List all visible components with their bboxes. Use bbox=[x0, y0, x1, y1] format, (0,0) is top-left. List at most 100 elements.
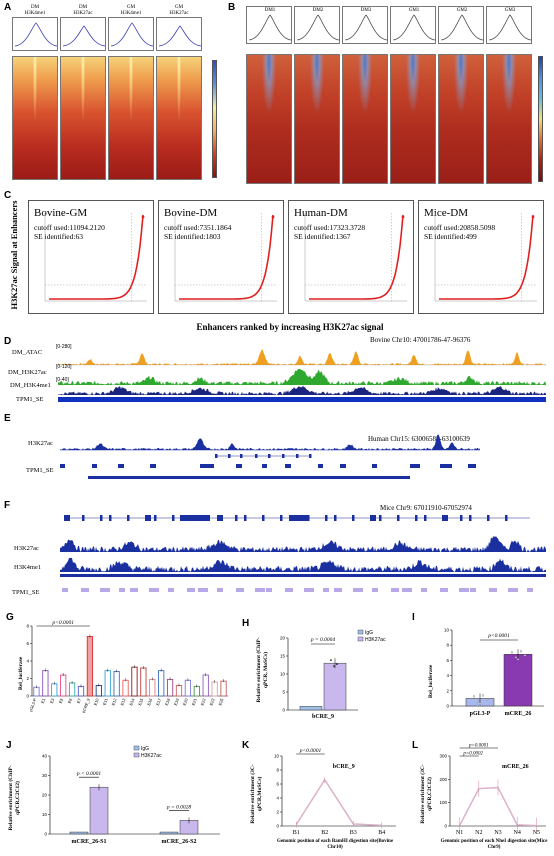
panel-f-se-block-20 bbox=[402, 588, 412, 592]
panel-f-se-block-4 bbox=[130, 588, 138, 592]
panel-g-bar-7 bbox=[95, 685, 102, 697]
panel-f-se-block-6 bbox=[168, 588, 174, 592]
panel-c-curve-svg-1 bbox=[174, 213, 277, 302]
panel-g-bar-3 bbox=[60, 674, 67, 697]
panel-e-se-block-0 bbox=[60, 464, 65, 468]
panel-f-exon-23 bbox=[415, 515, 418, 521]
panel-h-ytick-label-4: 20 bbox=[280, 636, 286, 641]
panel-k-ytick-label-4: 8 bbox=[276, 768, 279, 773]
panel-g-xtick-label-5: E7 bbox=[76, 697, 83, 704]
panel-b-heatmap-4 bbox=[438, 54, 484, 184]
panel-f-exon-15 bbox=[289, 515, 295, 521]
panel-k-pvalue: p<0.0001 bbox=[299, 748, 322, 754]
panel-f-exon-12 bbox=[244, 515, 247, 521]
panel-d-region: Bovine Chr10: 47001786-47-96376 bbox=[370, 336, 471, 344]
panel-h-pvalue: p = 0.0004 bbox=[310, 636, 336, 643]
panel-g-bar-1 bbox=[42, 670, 49, 697]
panel-g-xtick-label-16: E19 bbox=[173, 697, 180, 706]
panel-f-se-block-3 bbox=[119, 588, 125, 592]
panel-e-h3k27ac-signal bbox=[60, 434, 480, 450]
panel-f-se-block-13 bbox=[285, 588, 293, 592]
panel-a-colorbar bbox=[212, 60, 217, 178]
panel-f-se-block-15 bbox=[323, 588, 329, 592]
panel-b-profile-curve-5 bbox=[488, 14, 532, 41]
panel-f-h3k4me1-signal bbox=[60, 558, 546, 572]
panel-g-bar-10 bbox=[122, 679, 129, 697]
panel-e-se-block-12 bbox=[440, 464, 452, 468]
panel-c-plot-title: Human-DM bbox=[294, 207, 348, 219]
panel-a-col-line2: H3K4me1 bbox=[24, 10, 46, 16]
panel-c-plot-0: Bovine-GM cutoff used:11094.2120 SE identi… bbox=[28, 200, 154, 314]
panel-g-xtick-label-11: E14 bbox=[128, 697, 135, 706]
panel-a-profile-0 bbox=[12, 17, 58, 51]
panel-g-xtick-label-18: E21 bbox=[191, 697, 198, 706]
panel-a-col-line1: DM bbox=[78, 5, 88, 10]
panel-l-ytick-label-3: 300 bbox=[439, 754, 447, 759]
panel-j-legend-igg-swatch bbox=[133, 745, 140, 751]
panel-c-plot-se: SE identified:1803 bbox=[164, 232, 221, 241]
panel-f-se-block-7 bbox=[187, 588, 195, 592]
panel-k-xtick-label-3: B4 bbox=[378, 830, 385, 836]
panel-f-se-block-2 bbox=[100, 588, 110, 592]
panel-b-profile-curve-1 bbox=[296, 14, 340, 41]
panel-f-exon-11 bbox=[235, 515, 238, 521]
panel-g-xtick-label-9: E12 bbox=[110, 697, 117, 706]
panel-g-xtick-label-6: bCRE_9 bbox=[81, 697, 91, 714]
panel-g-bar-5 bbox=[77, 685, 85, 697]
panel-g-ytick-label-3: 6 bbox=[26, 641, 29, 646]
panel-g-bar-0 bbox=[33, 686, 40, 697]
panel-f-track-h3k27ac: H3K27ac bbox=[14, 545, 39, 552]
panel-j-ytick-label-3: 30 bbox=[42, 773, 48, 778]
panel-h-legend-h3k27ac: H3K27ac bbox=[365, 637, 386, 643]
panel-c-plot-3: Mice-DM cutoff used:20858.5098 SE identifi… bbox=[418, 200, 544, 314]
panel-d-track-h3k4me1: DM_H3K4me1 bbox=[10, 382, 51, 389]
panel-k-xtick-label-2: B3 bbox=[350, 830, 357, 836]
panel-f-se-block-21 bbox=[421, 588, 427, 592]
panel-b-column-title-3: GM1 bbox=[408, 8, 420, 13]
panel-i-point-0-4 bbox=[478, 702, 482, 705]
panel-l-pvalue-2: p=0.0002 bbox=[462, 752, 483, 757]
panel-b-column-title-5: GM3 bbox=[504, 8, 516, 13]
panel-a-profile-curve-0 bbox=[14, 22, 58, 47]
panel-g-pvalue: p<0.0001 bbox=[51, 620, 74, 626]
panel-c-plot-cutoff: cutoff used:20858.5098 bbox=[424, 223, 496, 232]
panel-f-tracks bbox=[60, 515, 546, 592]
panel-h-ytick-label-1: 5 bbox=[282, 690, 285, 695]
panel-g-xtick-label-13: E16 bbox=[146, 697, 153, 706]
panel-f-exon-27 bbox=[469, 515, 472, 521]
panel-h-legend-igg: IgG bbox=[365, 630, 373, 636]
panel-i-chart: 0 2 4 6 8 10 pGL3-P mCRE_26 p<0.0001 bbox=[444, 628, 544, 717]
panel-b-profile-curve-0 bbox=[248, 14, 292, 41]
panel-l-xtick-label-1: N2 bbox=[475, 830, 482, 836]
panel-e-se-block-1 bbox=[92, 464, 97, 468]
panel-b-profile-line-4 bbox=[440, 14, 484, 41]
panel-label-g: G bbox=[6, 612, 14, 623]
panel-a-profile-curve-1 bbox=[62, 25, 106, 47]
panel-j-legend-h3k27ac-swatch bbox=[133, 752, 140, 758]
panel-c-curve bbox=[439, 214, 534, 300]
panel-b-column-title-1: DM2 bbox=[312, 8, 324, 13]
panel-e-exon-3 bbox=[255, 454, 258, 458]
panel-b-profile-line-1 bbox=[296, 14, 340, 41]
panel-c-curve-svg-0 bbox=[44, 213, 147, 302]
panel-f-exon-20 bbox=[370, 515, 376, 521]
panel-h-legend-igg-swatch bbox=[357, 629, 364, 635]
panel-b-profile-5: GM3 bbox=[486, 6, 532, 44]
panel-j-ytick-label-2: 20 bbox=[42, 793, 48, 798]
panel-l-ytick-label-2: 200 bbox=[439, 777, 447, 782]
panel-j-bar-igg-0 bbox=[69, 831, 89, 835]
panel-c-plot-title: Bovine-GM bbox=[34, 207, 88, 219]
panel-e-exon-0 bbox=[215, 454, 218, 458]
panel-h-point-0 bbox=[330, 659, 332, 662]
panel-g-ytick-label-4: 8 bbox=[26, 624, 29, 629]
panel-g-ytick-label-1: 2 bbox=[26, 676, 29, 681]
panel-g-bar-21 bbox=[220, 680, 227, 697]
panel-g-bar-14 bbox=[158, 670, 165, 697]
panel-b-profile-3: GM1 bbox=[390, 6, 436, 44]
panel-g-xtick-label-14: E17 bbox=[155, 697, 162, 706]
panel-a-col-line1: GM bbox=[174, 5, 184, 10]
panel-b-profile-line-5 bbox=[488, 14, 532, 41]
panel-c-curve-svg-3 bbox=[434, 213, 537, 302]
panel-g-xtick-label-7: E10 bbox=[93, 697, 100, 706]
